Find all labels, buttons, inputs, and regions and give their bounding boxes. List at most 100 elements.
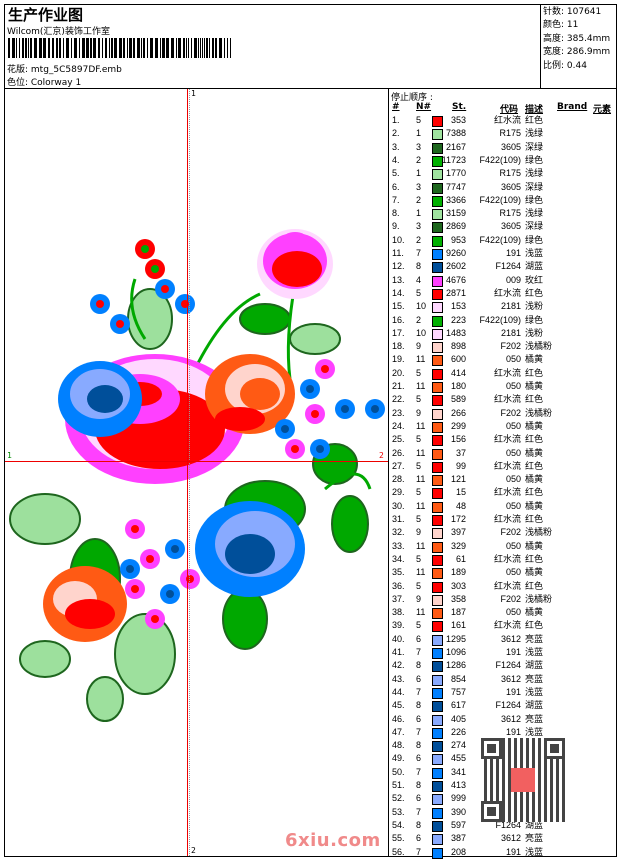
thread-code: F422(109): [479, 154, 521, 165]
thread-description: 浅粉: [525, 327, 544, 338]
color-swatch: [432, 382, 443, 393]
qr-module: [544, 762, 547, 765]
qr-module: [502, 780, 505, 783]
qr-module: [550, 792, 553, 795]
barcode-bar: [25, 38, 27, 58]
qr-module: [544, 792, 547, 795]
thread-description: 绿色: [525, 234, 544, 245]
qr-module: [544, 789, 547, 792]
barcode-bar: [219, 38, 222, 58]
barcode-bar: [204, 38, 205, 58]
center-line-vertical: [187, 89, 188, 856]
qr-module: [502, 771, 505, 774]
barcode-bar: [56, 38, 58, 58]
row-number: 15.: [392, 301, 405, 312]
table-row: 39. 5 161 红水流 红色: [389, 619, 617, 633]
thread-description: 红色: [525, 394, 544, 405]
table-row: 45. 8 617 F1264 湖蓝: [389, 699, 617, 713]
thread-code: 191: [505, 686, 521, 697]
marker-2-bottom: 2: [191, 846, 196, 855]
height: 高度: 385.4mm: [543, 33, 611, 44]
qr-module: [538, 771, 541, 774]
qr-module: [508, 759, 511, 762]
qr-module: [490, 777, 493, 780]
qr-module: [496, 759, 499, 762]
thread-description: 浅绿: [525, 128, 544, 139]
barcode-bar: [114, 38, 117, 58]
qr-module: [556, 810, 559, 813]
qr-module: [526, 804, 529, 807]
color-swatch: [432, 767, 443, 779]
barcode-bar: [34, 38, 37, 58]
needle-number: 10: [416, 301, 427, 312]
barcode-bar: [43, 38, 46, 58]
qr-module: [562, 801, 565, 804]
qr-module: [508, 801, 511, 804]
qr-module: [556, 765, 559, 768]
qr-module: [538, 819, 541, 822]
barcode-bar: [191, 38, 192, 58]
page-title: 生产作业图: [8, 6, 84, 24]
color-swatch: [432, 275, 443, 287]
table-row: 23. 9 266 F202 浅橘粉: [389, 407, 617, 420]
stitch-count: 274: [450, 740, 466, 751]
qr-module: [532, 738, 535, 741]
qr-module: [538, 816, 541, 819]
thread-code: 3612: [500, 673, 521, 684]
needle-number: 6: [416, 673, 422, 684]
qr-module: [502, 819, 505, 822]
needle-number: 2: [416, 154, 422, 165]
color-swatch: [432, 648, 443, 659]
thread-description: 亮蓝: [525, 833, 544, 844]
qr-module: [496, 777, 499, 780]
qr-module: [526, 816, 529, 819]
color-swatch: [432, 368, 443, 380]
table-row: 44. 7 757 191 浅蓝: [389, 686, 617, 699]
needle-number: 10: [416, 327, 427, 338]
table-row: 25. 5 156 红水流 红色: [389, 433, 617, 447]
qr-module: [544, 816, 547, 819]
thread-code: 3612: [500, 713, 521, 724]
barcode-bar: [119, 38, 122, 58]
qr-module: [544, 819, 547, 822]
qr-module: [556, 804, 559, 807]
barcode-bar: [63, 38, 64, 58]
qr-module: [514, 798, 517, 801]
qr-module: [484, 789, 487, 792]
thread-description: 浅蓝: [525, 726, 544, 737]
thread-description: 绿色: [525, 194, 544, 205]
pattern-file: 花版: mtg_5C5897DF.emb: [7, 65, 122, 75]
row-number: 36.: [392, 580, 405, 591]
qr-module: [538, 798, 541, 801]
col-needle: N#: [416, 102, 432, 112]
qr-module: [550, 762, 553, 765]
qr-code: [481, 738, 565, 822]
row-number: 33.: [392, 540, 405, 551]
qr-module: [508, 813, 511, 816]
thread-code: 050: [505, 607, 521, 618]
qr-module: [496, 765, 499, 768]
color-swatch: [432, 621, 443, 633]
needle-number: 5: [416, 514, 422, 524]
thread-code: 2181: [500, 327, 521, 338]
qr-module: [502, 807, 505, 810]
qr-module: [538, 807, 541, 810]
barcode-bar: [66, 38, 69, 58]
color-swatch: [432, 235, 443, 247]
qr-module: [562, 819, 565, 822]
qr-module: [520, 795, 523, 798]
qr-module: [484, 762, 487, 765]
needle-number: 7: [416, 647, 422, 657]
qr-module: [562, 765, 565, 768]
stitch-count: 189: [450, 567, 466, 578]
qr-module: [520, 738, 523, 741]
qr-module: [520, 801, 523, 804]
needle-number: 2: [416, 314, 422, 325]
table-row: 31. 5 172 红水流 红色: [389, 513, 617, 526]
row-number: 34.: [392, 553, 405, 564]
table-row: 34. 5 61 红水流 红色: [389, 553, 617, 566]
thread-description: 红色: [525, 434, 544, 445]
flower-center: [126, 565, 134, 573]
qr-module: [490, 768, 493, 771]
qr-module: [514, 750, 517, 753]
